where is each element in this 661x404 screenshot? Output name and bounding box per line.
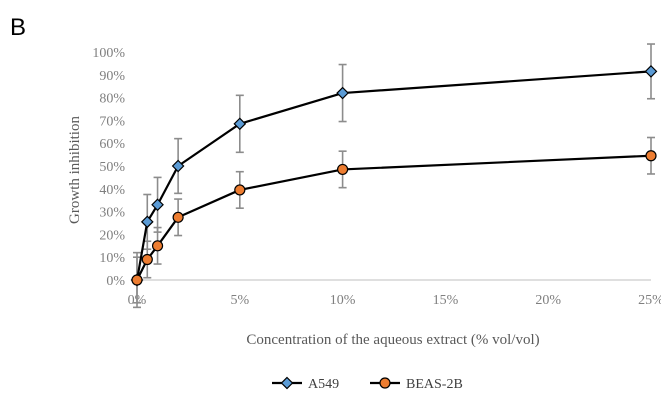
legend-item: A549 (272, 376, 339, 392)
y-tick-label: 100% (92, 46, 125, 61)
x-tick-label: 25% (638, 293, 661, 308)
legend-label: BEAS-2B (406, 377, 463, 392)
x-tick-label: 5% (230, 293, 249, 308)
y-tick-label: 60% (99, 137, 125, 152)
data-point (151, 240, 164, 252)
y-tick-label: 40% (99, 183, 125, 198)
panel-label: B (10, 14, 26, 41)
data-point (233, 117, 247, 131)
legend: A549 BEAS-2B (272, 376, 463, 392)
legend-item: BEAS-2B (370, 377, 463, 392)
y-tick-label: 20% (99, 228, 125, 243)
y-tick-label: 0% (106, 274, 125, 289)
y-axis-title: Growth inhibition (67, 116, 83, 224)
data-point (141, 253, 153, 266)
y-tick-label: 90% (99, 69, 125, 84)
x-tick-label: 20% (535, 293, 561, 308)
x-tick-label: 15% (433, 293, 459, 308)
data-point (172, 211, 184, 223)
data-point (336, 86, 349, 100)
series-line (135, 70, 652, 281)
y-tick-label: 30% (99, 206, 125, 221)
data-point (234, 184, 246, 196)
x-tick-label: 10% (330, 293, 356, 308)
series-beas-2b (131, 150, 657, 286)
plot-area: 0%10%20%30%40%50%60%70%80%90%100%0% 5% 10%… (92, 43, 661, 309)
data-point (337, 163, 349, 176)
data-point (151, 198, 164, 212)
data-point (140, 215, 154, 229)
y-tick-label: 50% (99, 160, 125, 175)
y-tick-label: 70% (99, 114, 125, 129)
series-a549 (130, 65, 658, 287)
series-line (136, 154, 652, 281)
data-point (645, 150, 657, 162)
legend-label: A549 (308, 377, 339, 392)
y-tick-label: 80% (99, 92, 125, 107)
data-point (131, 274, 143, 286)
data-point (171, 159, 185, 173)
data-point (644, 65, 658, 78)
x-axis-title: Concentration of the aqueous extract (% … (246, 332, 539, 348)
legend-marker (280, 376, 294, 390)
legend-marker (379, 377, 391, 389)
y-tick-label: 10% (99, 251, 125, 266)
